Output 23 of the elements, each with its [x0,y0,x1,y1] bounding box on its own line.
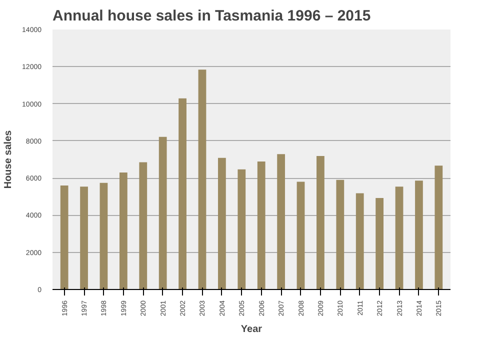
x-axis-title: Year [240,324,262,336]
bar [434,166,443,290]
bar [198,70,206,290]
bar [80,186,88,290]
bar [100,182,108,290]
bar [415,180,423,290]
bar [158,136,167,290]
bar [336,180,344,290]
bar [376,198,384,290]
bar [218,158,226,290]
bar [316,156,324,290]
bar [119,172,128,290]
bar [395,186,404,290]
y-axis-title: House sales [3,130,14,189]
bar [277,154,285,290]
bar [257,162,266,290]
bar [60,186,68,290]
bar [178,98,186,290]
bar [356,193,364,290]
chart-title: Annual house sales in Tasmania 1996 – 2015 [52,8,371,24]
bar [139,162,148,290]
bar [238,169,246,290]
bar [296,182,305,290]
